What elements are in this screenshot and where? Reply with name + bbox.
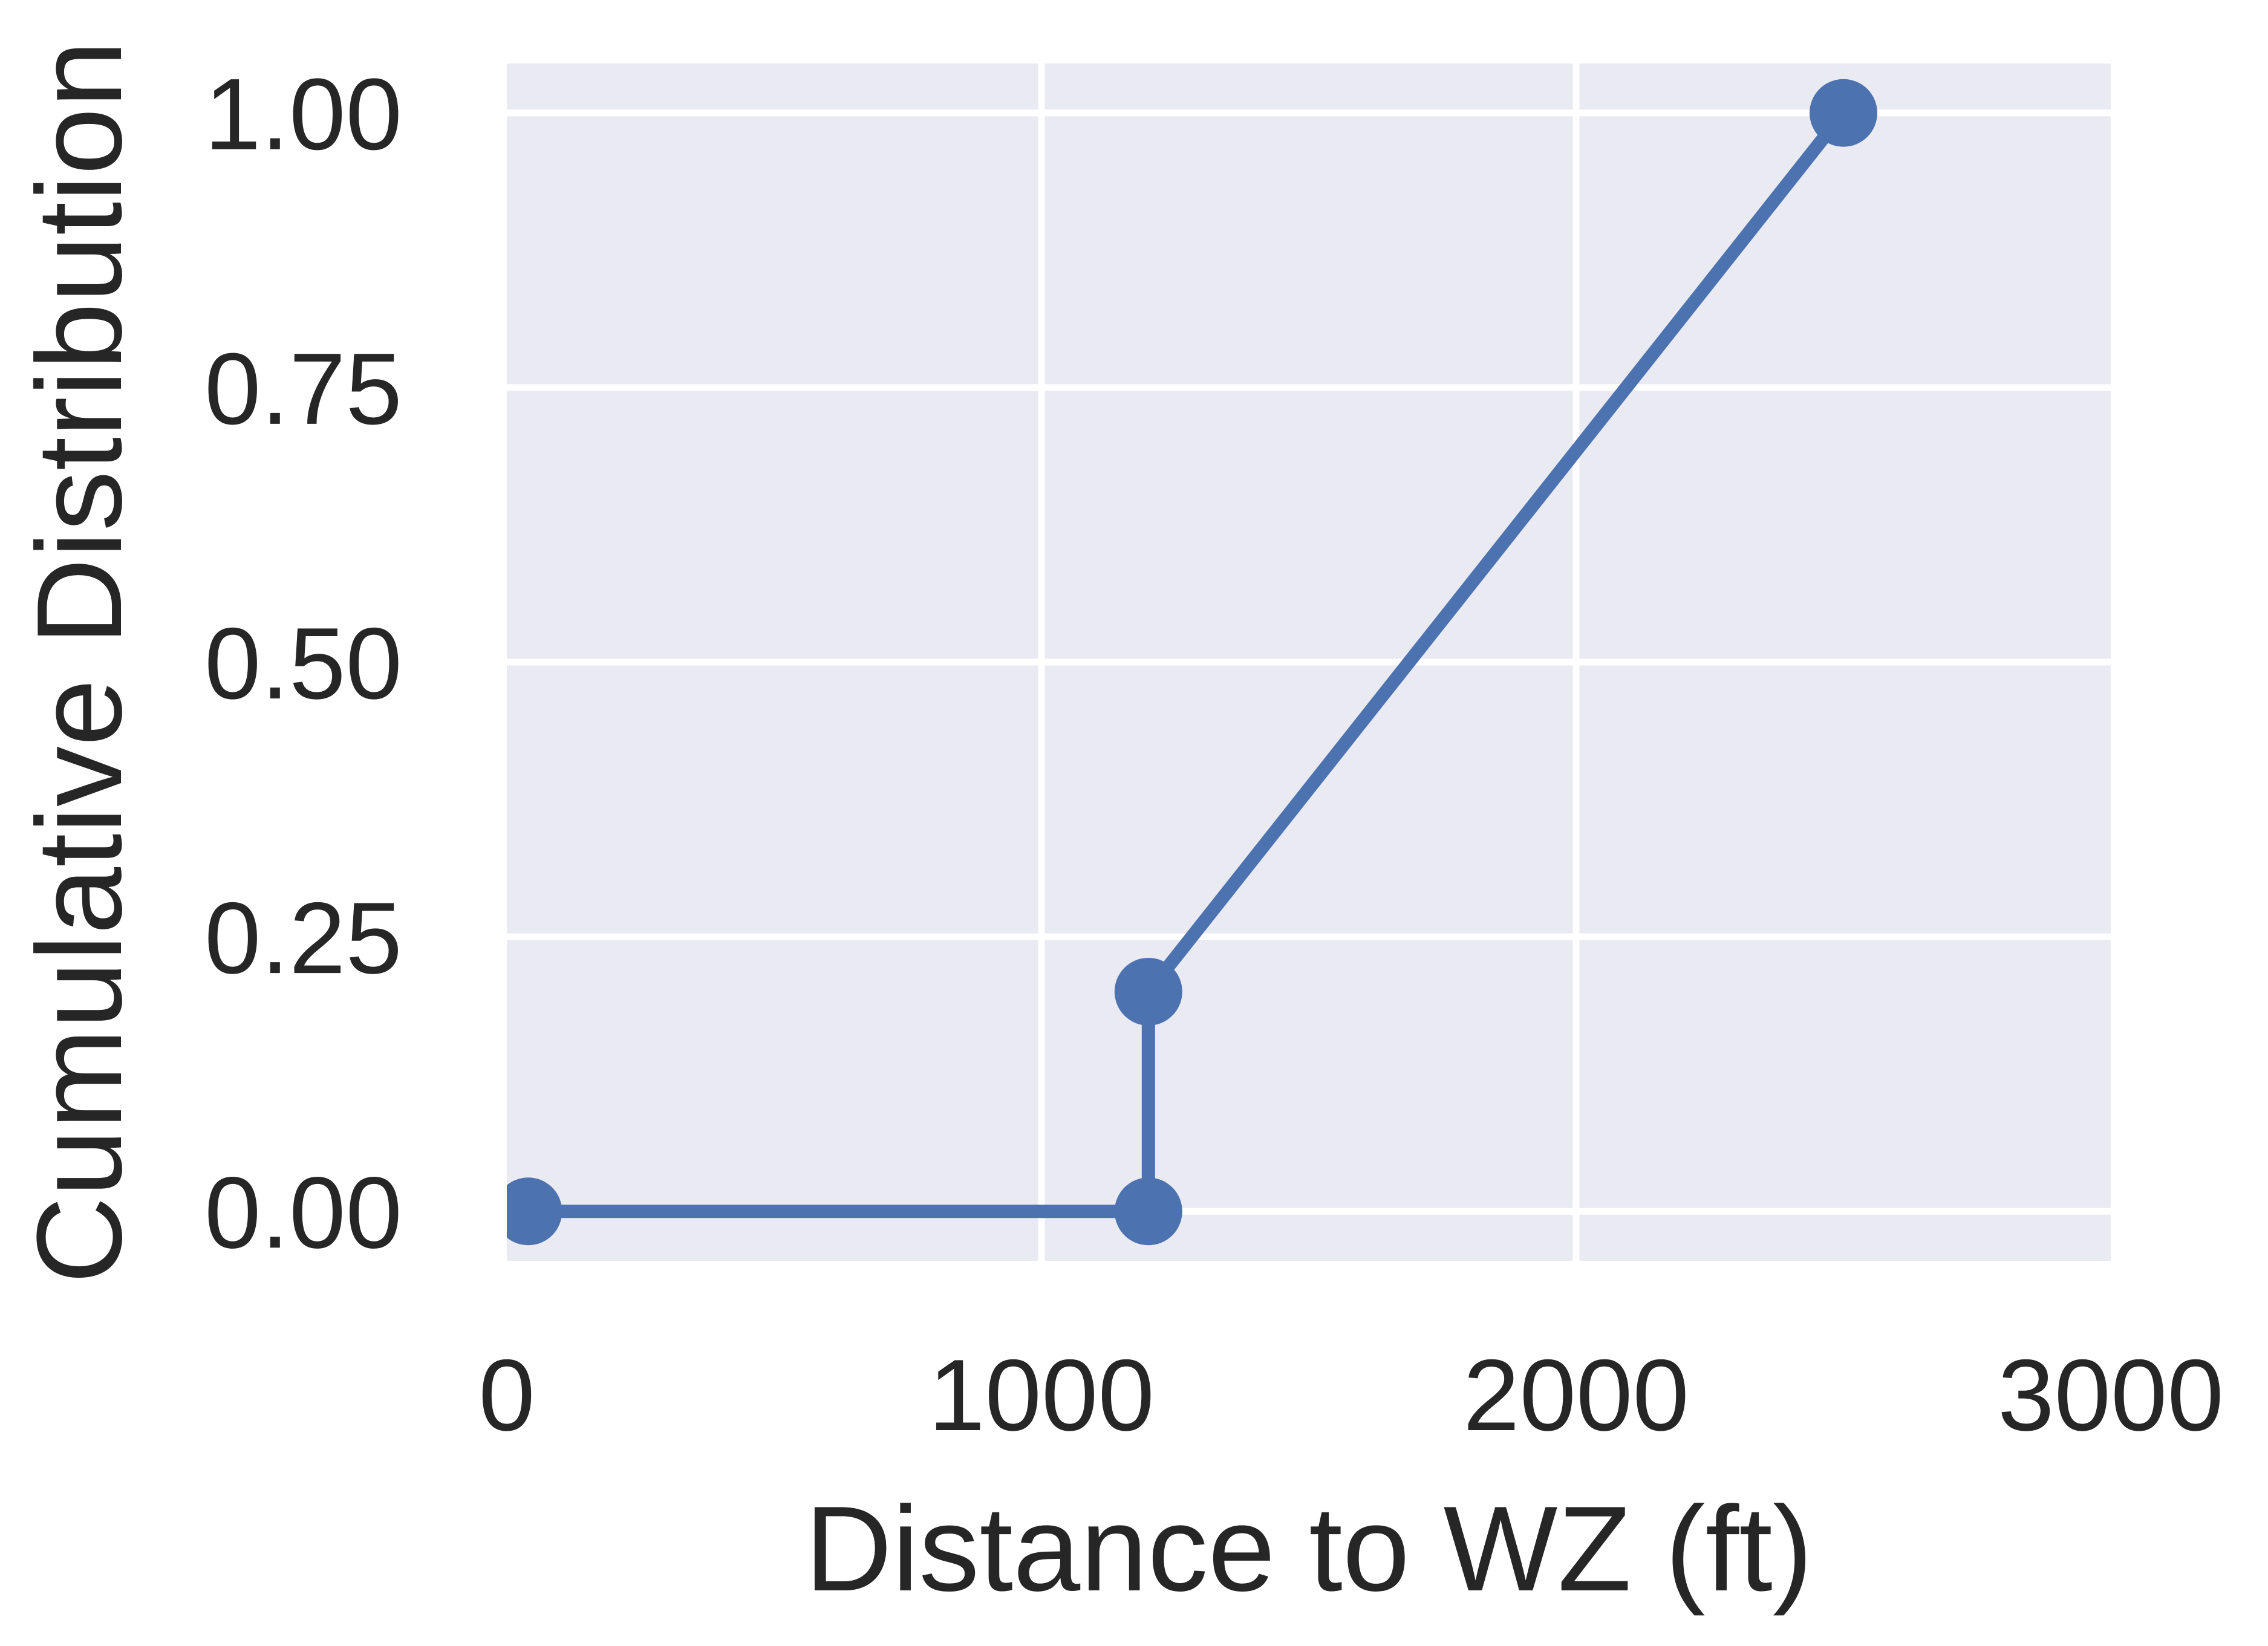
x-axis-label: Distance to WZ (ft): [805, 1482, 1813, 1616]
y-tick-label: 0.50: [204, 607, 402, 720]
x-tick-label: 1000: [928, 1338, 1155, 1452]
data-point: [507, 1177, 562, 1246]
x-tick-label: 0: [478, 1338, 535, 1452]
x-tick-label: 2000: [1463, 1338, 1689, 1452]
data-point: [1114, 957, 1182, 1026]
x-tick-labels: 0 1000 2000 3000: [478, 1338, 2224, 1452]
y-tick-label: 1.00: [204, 57, 402, 171]
y-tick-label: 0.75: [204, 332, 402, 446]
data-point: [1810, 79, 1877, 147]
series-line: [528, 108, 1849, 1218]
y-tick-label: 0.25: [204, 881, 402, 995]
y-tick-label: 0.00: [204, 1156, 402, 1269]
series-layer: [507, 79, 1877, 1246]
x-tick-label: 3000: [1998, 1338, 2224, 1452]
data-point: [1114, 1177, 1182, 1246]
y-axis-label: Cumulative Distribution: [12, 41, 147, 1284]
y-tick-labels: 0.00 0.25 0.50 0.75 1.00: [204, 57, 402, 1270]
